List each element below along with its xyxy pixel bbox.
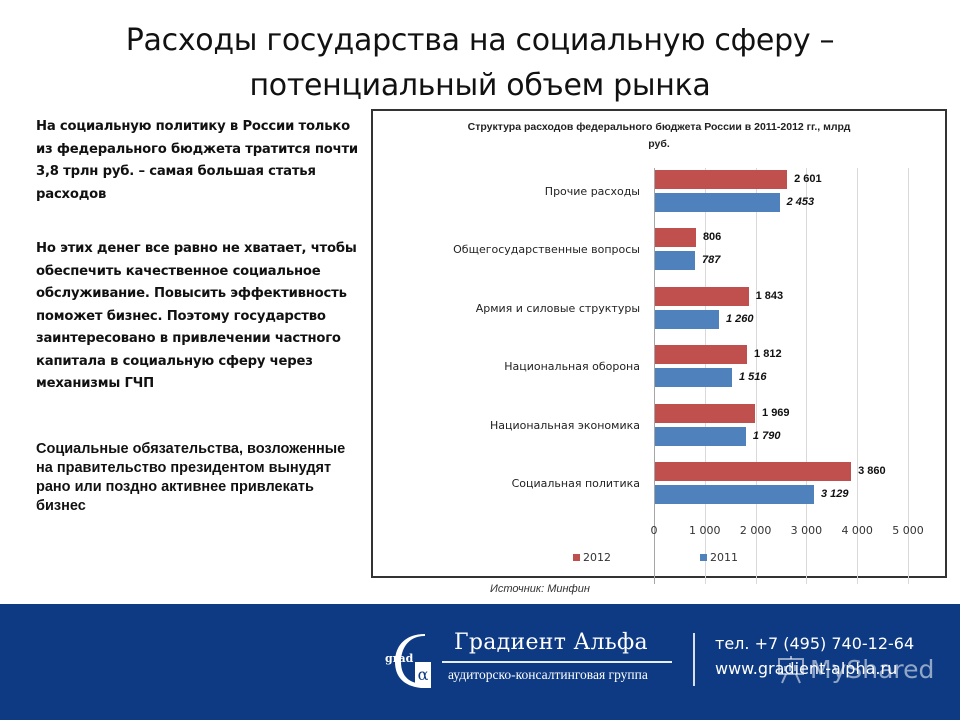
paragraph-social-policy: На социальную политику в России только и… bbox=[36, 119, 358, 202]
slide-title-line2: потенциальный объем рынка bbox=[249, 68, 711, 103]
data-label: 2 601 bbox=[794, 173, 822, 185]
bar-2012 bbox=[655, 462, 852, 481]
bar-2012 bbox=[655, 403, 756, 423]
data-label: 787 bbox=[701, 254, 721, 267]
legend-label: 2012 bbox=[583, 551, 611, 564]
bar-2011 bbox=[655, 368, 732, 388]
footer-divider bbox=[693, 633, 695, 686]
paragraph-business-role: Но этих денег все равно не хватает, чтоб… bbox=[36, 241, 357, 391]
bar-2012 bbox=[655, 170, 788, 189]
bar-2011 bbox=[655, 193, 780, 212]
category-label: Прочие расходы bbox=[544, 185, 640, 198]
category-label: Социальная политика bbox=[511, 477, 640, 490]
data-label: 1 969 bbox=[762, 406, 790, 419]
bar-2011 bbox=[655, 251, 695, 271]
category-label: Общегосударственные вопросы bbox=[453, 243, 640, 257]
category-label: Армия и силовые структуры bbox=[475, 301, 640, 315]
data-label: 1 260 bbox=[726, 312, 754, 325]
data-label: 806 bbox=[702, 231, 722, 244]
presentation-board-icon bbox=[778, 655, 804, 683]
bar-2011 bbox=[655, 426, 746, 446]
x-tick-label: 2 000 bbox=[739, 524, 772, 537]
data-label: 1 790 bbox=[752, 429, 781, 442]
bar-chart: Структура расходов федерального бюджета … bbox=[371, 109, 947, 584]
gridline bbox=[908, 168, 909, 584]
category-label: Национальная экономика bbox=[489, 418, 640, 432]
gridline bbox=[857, 168, 859, 584]
x-tick-label: 0 bbox=[650, 524, 658, 537]
watermark: MyShared bbox=[776, 655, 934, 684]
bar-2012 bbox=[655, 228, 696, 248]
bar-2011 bbox=[655, 485, 814, 504]
data-label: 1 516 bbox=[739, 371, 767, 384]
svg-text:grad: grad bbox=[385, 652, 414, 665]
x-tick-label: 4 000 bbox=[841, 524, 873, 537]
legend-item-2011: 2011 bbox=[700, 551, 738, 564]
source-note: Источник: Минфин bbox=[490, 583, 590, 595]
category-label: Национальная оборона bbox=[504, 360, 640, 374]
bar-2011 bbox=[655, 309, 719, 329]
data-label: 3 129 bbox=[820, 488, 849, 500]
data-label: 3 860 bbox=[858, 465, 886, 477]
slide-title: Расходы государства на социальную сферу … bbox=[0, 18, 960, 108]
data-label: 2 453 bbox=[786, 196, 815, 208]
svg-text:α: α bbox=[418, 665, 429, 684]
gridline bbox=[755, 168, 757, 584]
contact-phone: тел. +7 (495) 740-12-64 bbox=[715, 634, 915, 653]
brand-underline bbox=[442, 661, 672, 663]
legend-label: 2011 bbox=[710, 551, 738, 564]
website-link[interactable]: www.gradient-alpha.ru bbox=[715, 659, 898, 678]
x-tick-label: 5 000 bbox=[892, 524, 924, 537]
y-axis-line bbox=[654, 168, 655, 584]
data-label: 1 812 bbox=[754, 348, 782, 361]
slide-title-line1: Расходы государства на социальную сферу … bbox=[125, 23, 835, 58]
x-tick-label: 1 000 bbox=[689, 524, 721, 537]
gradient-alpha-logo-icon: α grad bbox=[385, 634, 431, 688]
company-name: Градиент Альфа bbox=[454, 630, 648, 655]
gridline bbox=[806, 168, 808, 584]
legend-swatch-icon bbox=[573, 554, 580, 561]
chart-title: Структура расходов федерального бюджета … bbox=[467, 121, 851, 150]
legend-item-2012: 2012 bbox=[573, 551, 611, 564]
data-label: 1 843 bbox=[755, 289, 784, 302]
bar-2012 bbox=[655, 286, 749, 306]
x-tick-label: 3 000 bbox=[790, 524, 823, 537]
paragraph-obligations: Социальные обязательства, возложенные на… bbox=[36, 441, 346, 514]
legend-swatch-icon bbox=[700, 554, 707, 561]
bar-2012 bbox=[655, 345, 748, 365]
company-tagline: аудиторско-консалтинговая группа bbox=[448, 667, 648, 682]
